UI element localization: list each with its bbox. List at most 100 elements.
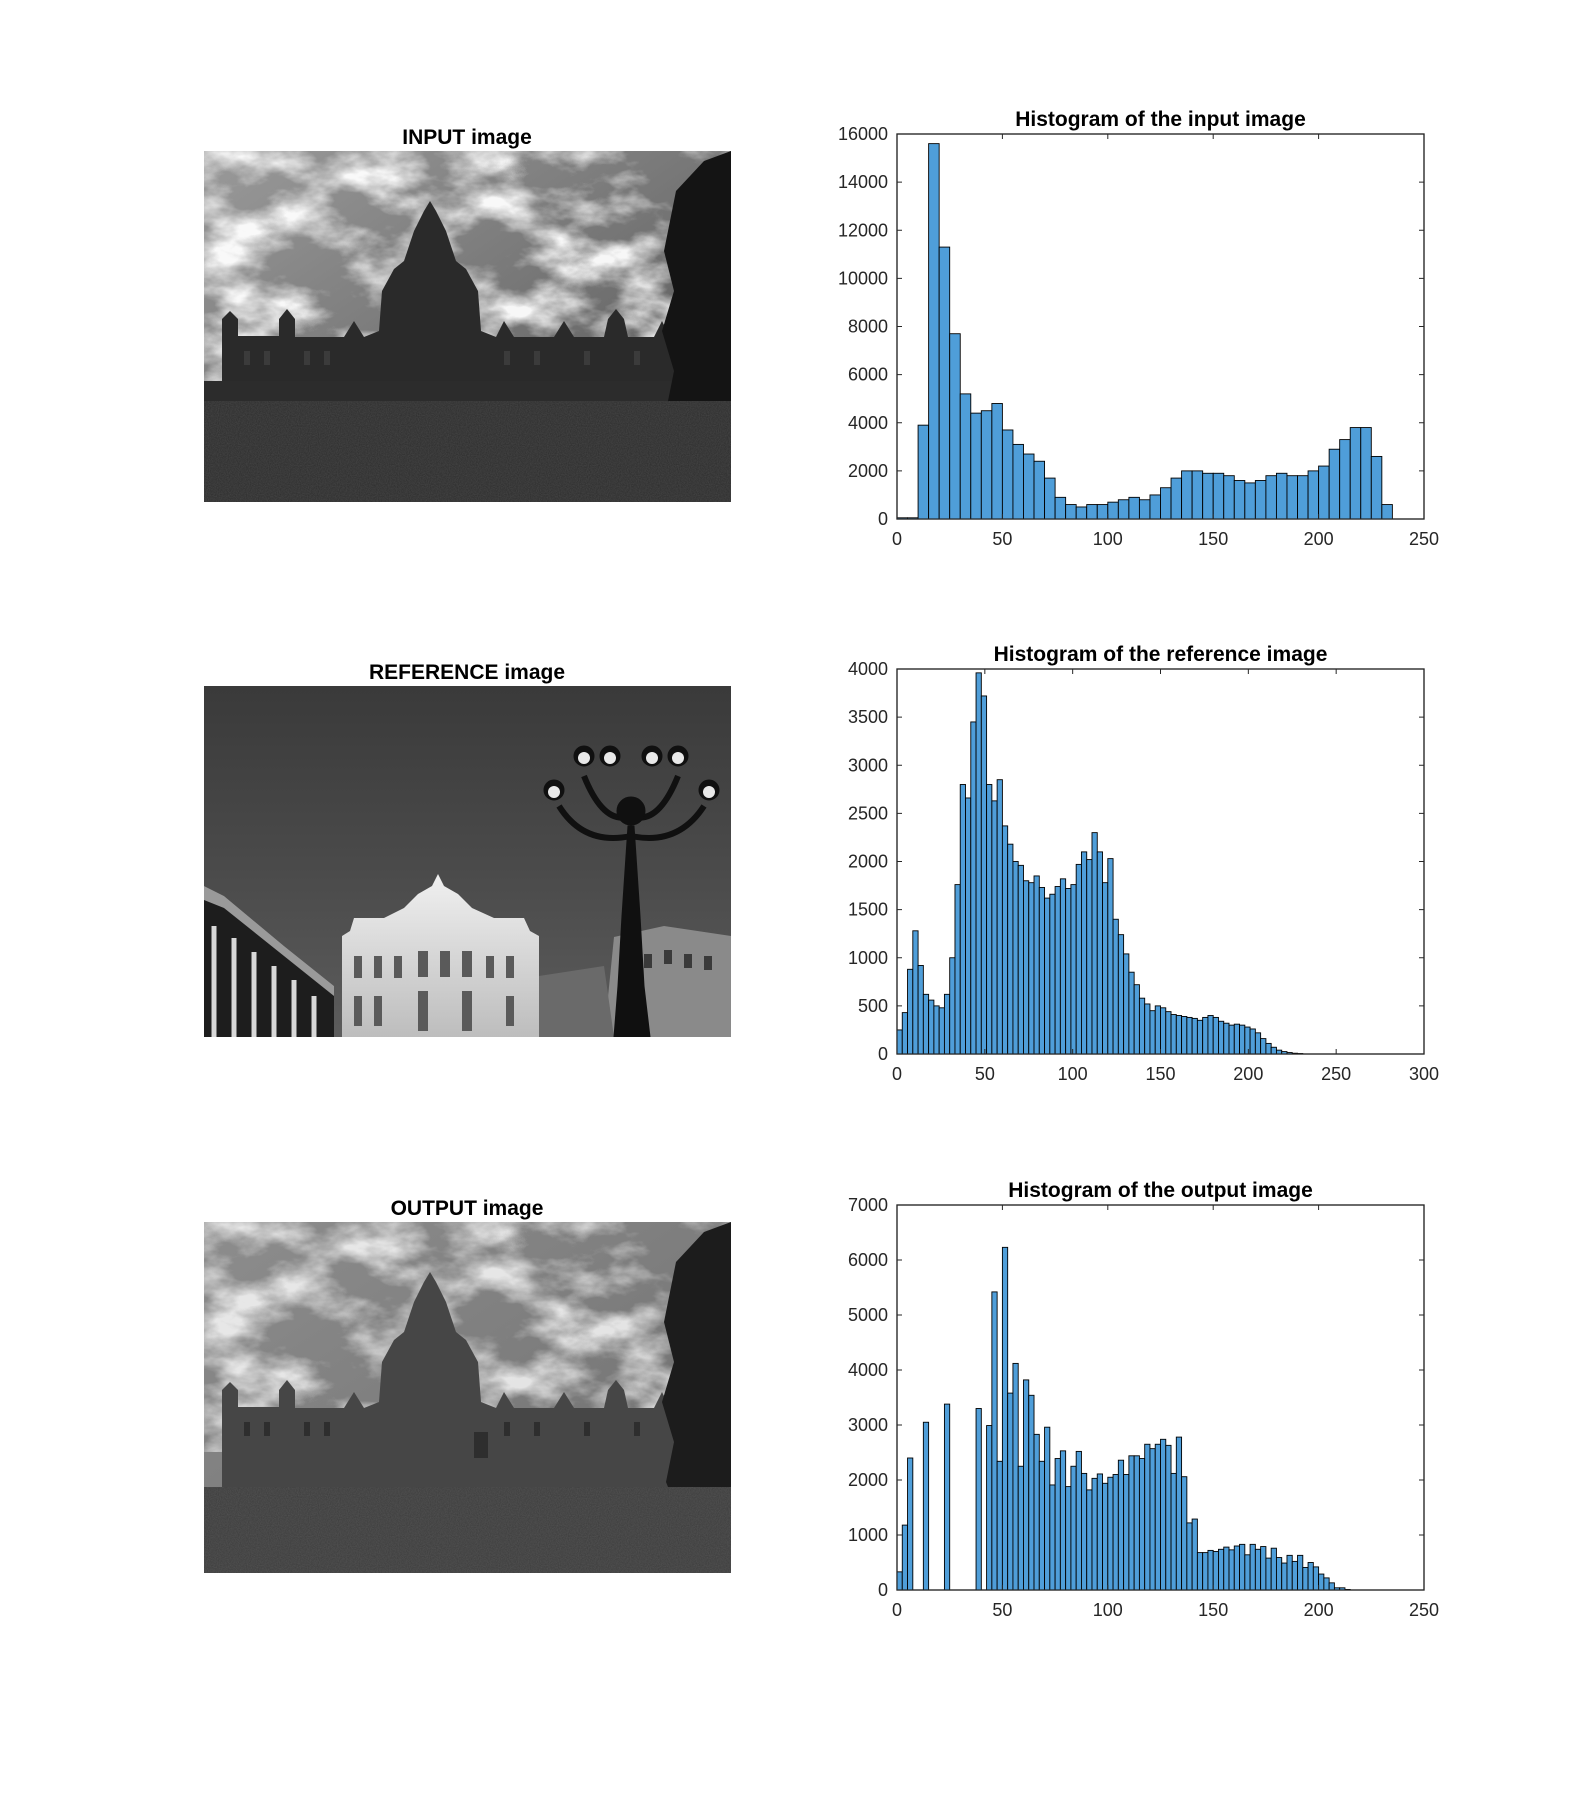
histogram-bar [934,1006,939,1054]
y-tick-label: 4000 [848,659,888,679]
histogram-bar [950,334,961,519]
histogram-bar [1108,859,1113,1054]
histogram-bar [997,780,1002,1054]
histogram-bar [1023,881,1028,1054]
histogram-bar [1282,1563,1287,1590]
histogram-bar [1097,852,1102,1054]
histogram-bar [1081,852,1086,1054]
x-tick-label: 150 [1198,529,1228,549]
histogram-bar [992,404,1003,520]
histogram-bar [1218,1549,1223,1590]
histogram-bar [960,394,971,519]
histogram-bar [1298,476,1309,519]
histogram-bar [1155,1444,1160,1590]
histogram-bar [1350,428,1361,519]
histogram-bar [1319,1574,1324,1590]
y-tick-label: 3000 [848,1415,888,1435]
histogram-bar [1371,456,1382,519]
histogram-bar [1308,471,1319,519]
histogram-bar [950,958,955,1054]
histogram-bar [908,1458,913,1590]
histogram-bar [1150,1449,1155,1590]
histogram-bar [1245,1027,1250,1054]
histogram-bar [976,673,981,1054]
histogram-bar [1271,1548,1276,1590]
histogram-bar [1008,844,1013,1054]
histogram-bar [1287,476,1298,519]
histogram-bar [1361,428,1372,519]
histogram-bar [1182,471,1193,519]
histogram-bar [1192,1018,1197,1054]
histogram-bar [1203,1017,1208,1054]
histogram-bar [1045,1427,1050,1590]
y-tick-label: 4000 [848,1360,888,1380]
input-image [204,151,731,502]
histogram-bar [1340,440,1351,519]
histogram-bar [1298,1555,1303,1590]
output-histogram-title: Histogram of the output image [1008,1179,1313,1202]
histogram-bar [1161,1008,1166,1054]
histogram-bar [897,1572,902,1590]
histogram-bar [1203,473,1214,519]
histogram-bar [1250,1544,1255,1590]
histogram-bar [1050,1485,1055,1590]
histogram-bar [1034,876,1039,1054]
histogram-bar [1192,471,1203,519]
histogram-bar [1150,1011,1155,1054]
y-tick-label: 6000 [848,365,888,385]
histogram-bar [1129,497,1140,519]
histogram-bar [1145,1004,1150,1054]
histogram-bar [1139,1459,1144,1590]
histogram-bar [923,994,928,1054]
histogram-bar [987,1426,992,1590]
y-tick-label: 12000 [838,220,888,240]
histogram-bar [1076,1451,1081,1590]
histogram-bar [1271,1047,1276,1054]
histogram-bar [1303,1567,1308,1590]
histogram-bar [992,801,997,1054]
histogram-bar [1171,478,1182,519]
histogram-bar [1234,1546,1239,1590]
histogram-bar [1092,1478,1097,1590]
histogram-bar [1013,444,1024,519]
histogram-bar [1161,488,1172,519]
histogram-bar [1313,1567,1318,1590]
histogram-bar [966,798,971,1054]
histogram-bar [1029,883,1034,1054]
input-image-title: INPUT image [402,126,532,149]
histogram-bar [897,1030,902,1054]
input-histogram-title: Histogram of the input image [1015,108,1306,131]
histogram-bar [1240,1025,1245,1054]
histogram-bar [1155,1006,1160,1054]
y-tick-label: 10000 [838,268,888,288]
histogram-bar [1250,1029,1255,1054]
x-tick-label: 250 [1409,529,1439,549]
histogram-bar [1245,483,1256,519]
histogram-bar [923,1422,928,1590]
histogram-bar [1197,1553,1202,1590]
histogram-bar [1045,478,1056,519]
histogram-bar [1034,461,1045,519]
histogram-bar [908,969,913,1054]
histogram-bar [1192,1519,1197,1590]
histogram-bar [1103,1483,1108,1590]
histogram-bar [1187,1523,1192,1590]
y-tick-label: 3500 [848,707,888,727]
histogram-bar [1045,898,1050,1054]
histogram-bar [1118,1460,1123,1590]
histogram-bar [1182,1016,1187,1054]
histogram-bar [1124,954,1129,1054]
y-tick-label: 8000 [848,317,888,337]
histogram-bar [1013,1363,1018,1590]
x-tick-label: 50 [975,1064,995,1084]
histogram-bar [1134,1456,1139,1590]
x-tick-label: 300 [1409,1064,1439,1084]
reference-image-title: REFERENCE image [369,661,565,684]
histogram-bar [1029,1395,1034,1590]
y-tick-label: 1000 [848,948,888,968]
